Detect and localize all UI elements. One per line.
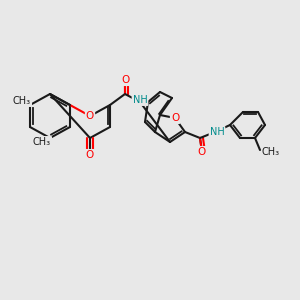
Text: CH₃: CH₃ <box>13 96 31 106</box>
Text: NH: NH <box>133 95 147 105</box>
Text: CH₃: CH₃ <box>33 137 51 147</box>
Text: NH: NH <box>210 127 224 137</box>
Text: O: O <box>198 147 206 157</box>
Text: O: O <box>171 113 179 123</box>
Text: O: O <box>86 150 94 160</box>
Text: O: O <box>86 111 94 121</box>
Text: O: O <box>121 75 129 85</box>
Text: CH₃: CH₃ <box>262 147 280 157</box>
